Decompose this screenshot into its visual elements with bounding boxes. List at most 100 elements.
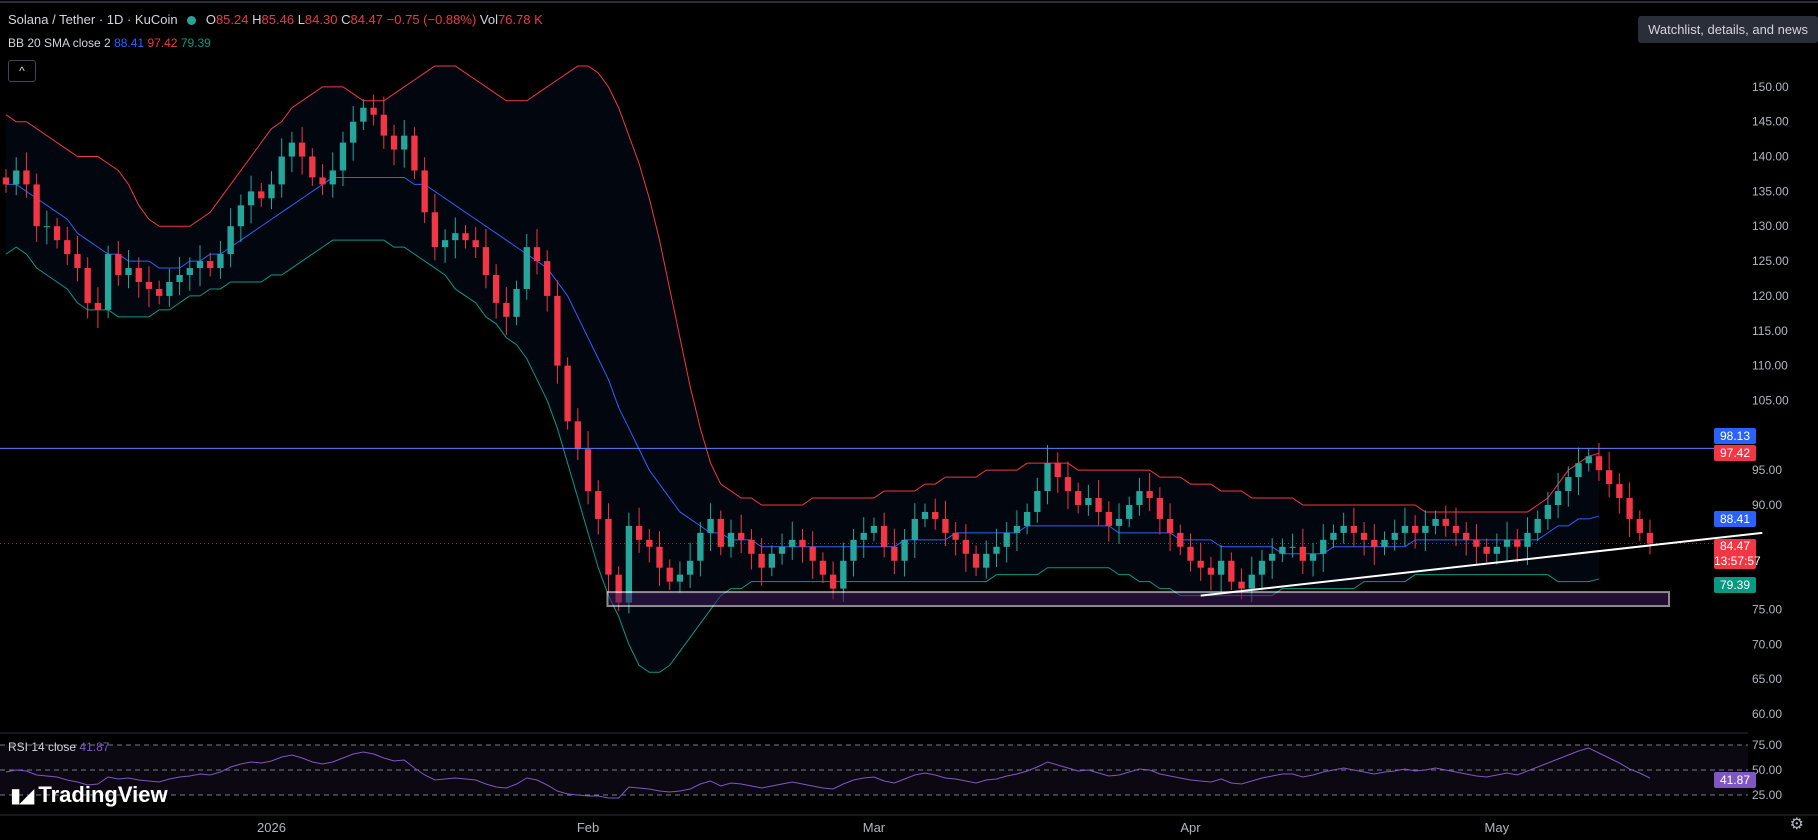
- candle-body: [298, 142, 306, 157]
- candle-body: [727, 532, 735, 547]
- symbol-title: Solana / Tether · 1D · KuCoin: [8, 12, 178, 27]
- candle-body: [707, 518, 714, 533]
- support-zone-box: [606, 591, 1671, 608]
- price-tick-label: 95.00: [1752, 463, 1782, 477]
- candle-body: [1585, 456, 1592, 464]
- price-tick-label: 90.00: [1752, 498, 1782, 512]
- candle-body: [748, 539, 755, 554]
- candle-body: [768, 553, 776, 568]
- price-tick-label: 135.00: [1752, 184, 1789, 198]
- candle-body: [809, 546, 816, 561]
- candle-body: [207, 261, 214, 269]
- bb-label: BB 20 SMA close 2: [8, 36, 111, 50]
- candle-body: [1258, 560, 1266, 575]
- candle-body: [421, 170, 428, 213]
- candle-body: [104, 254, 112, 310]
- candle-body: [309, 156, 316, 178]
- candle-body: [952, 532, 959, 540]
- candle-body: [1350, 525, 1358, 533]
- candle-body: [74, 254, 81, 269]
- candle-body: [635, 525, 643, 540]
- candle-body: [1432, 518, 1439, 526]
- candle-body: [1575, 463, 1582, 478]
- candle-body: [431, 212, 439, 248]
- price-tick-label: 120.00: [1752, 289, 1789, 303]
- candle-body: [145, 281, 153, 289]
- candle-body: [513, 288, 520, 317]
- candle-body: [595, 491, 602, 519]
- candle-body: [401, 135, 408, 150]
- candle-body: [574, 421, 581, 450]
- candle-body: [1605, 470, 1613, 485]
- rsi-tick-label: 75.00: [1752, 738, 1782, 752]
- candle-body: [1023, 511, 1031, 526]
- price-tick-label: 60.00: [1752, 707, 1782, 721]
- candle-body: [921, 511, 929, 519]
- price-tick-label: 140.00: [1752, 150, 1789, 164]
- candle-body: [247, 191, 255, 206]
- candle-body: [2, 177, 10, 185]
- bb-basis-value: 88.41: [114, 36, 145, 50]
- candle-body: [452, 233, 459, 241]
- drawings: [0, 447, 1763, 608]
- upper-band-tag: 97.42: [1714, 445, 1756, 461]
- tradingview-logo[interactable]: ▮◢ TradingView: [10, 782, 168, 808]
- candle-body: [1330, 532, 1337, 540]
- candle-body: [1197, 560, 1204, 568]
- candle-body: [1463, 532, 1470, 540]
- candle-body: [1075, 491, 1082, 505]
- candle-body: [666, 567, 673, 582]
- bb-legend[interactable]: BB 20 SMA close 2 88.41 97.42 79.39: [8, 36, 211, 50]
- candle-body: [533, 247, 541, 262]
- candle-body: [738, 532, 745, 540]
- rsi-pane: [0, 744, 1748, 799]
- candle-body: [605, 518, 612, 575]
- candle-body: [94, 302, 102, 310]
- candle-body: [1452, 525, 1460, 533]
- candle-body: [1207, 567, 1215, 575]
- candle-body: [625, 525, 633, 603]
- candle-body: [676, 574, 684, 582]
- candle-body: [1299, 546, 1306, 561]
- candle-body: [1534, 518, 1541, 533]
- candle-body: [1054, 463, 1061, 478]
- candle-body: [870, 525, 878, 533]
- candle-body: [1646, 532, 1654, 544]
- price-tick-label: 105.00: [1752, 393, 1789, 407]
- candle-body: [758, 553, 765, 568]
- candle-body: [1371, 539, 1378, 547]
- time-tick-label: 2026: [257, 820, 286, 835]
- settings-gear-icon[interactable]: ⚙: [1789, 816, 1804, 833]
- last-price: 84.47: [1719, 539, 1751, 553]
- candle-body: [1136, 491, 1143, 505]
- candle-body: [891, 546, 898, 561]
- high-label: H: [252, 12, 262, 27]
- candle-body: [13, 170, 20, 185]
- last-price-tag: 84.47 13:57:57: [1714, 539, 1761, 569]
- logo-text: TradingView: [38, 782, 168, 807]
- candle-body: [1636, 518, 1643, 533]
- candle-body: [1115, 518, 1123, 526]
- candle-body: [350, 121, 357, 143]
- candle-body: [962, 539, 970, 554]
- rsi-legend[interactable]: RSI 14 close 41.87: [8, 740, 109, 754]
- candle-body: [227, 226, 234, 255]
- symbol-legend: Solana / Tether · 1D · KuCoin O85.24 H85…: [8, 12, 543, 27]
- bb-upper-line: [5, 65, 1600, 513]
- candle-body: [258, 191, 265, 199]
- candle-body: [64, 240, 71, 255]
- low-value: 84.30: [304, 12, 338, 27]
- candle-body: [1238, 581, 1245, 589]
- candle-body: [1401, 525, 1409, 533]
- candle-body: [1514, 539, 1521, 547]
- candle-body: [1391, 532, 1398, 540]
- candle-body: [1034, 491, 1041, 512]
- change-value: −0.75 (−0.88%): [386, 12, 477, 27]
- candle-body: [503, 302, 510, 317]
- candle-body: [829, 574, 837, 589]
- candle-body: [186, 268, 193, 276]
- candle-body: [554, 295, 561, 366]
- time-tick-label: May: [1485, 820, 1510, 835]
- collapse-legend-button[interactable]: ^: [8, 60, 36, 82]
